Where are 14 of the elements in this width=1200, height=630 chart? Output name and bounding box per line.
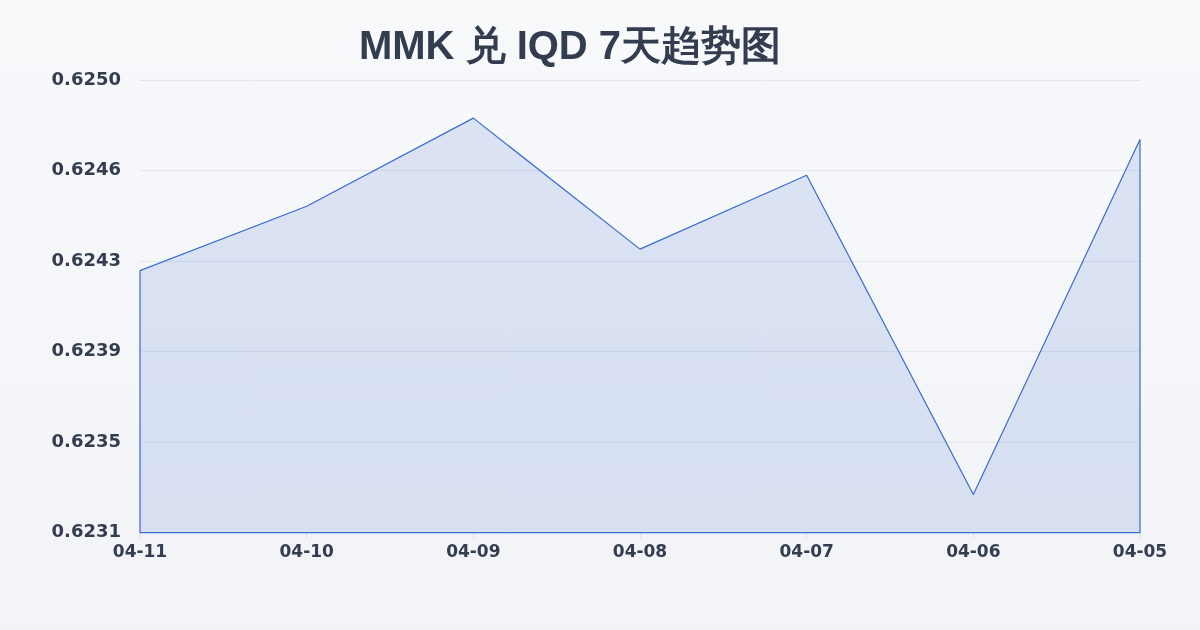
x-tick-label: 04-06 [946, 541, 1001, 562]
x-tick-label: 04-09 [446, 541, 501, 562]
y-tick-label: 0.6235 [51, 429, 121, 451]
y-tick-label: 0.6243 [51, 248, 121, 270]
x-tick-label: 04-08 [612, 541, 668, 562]
y-tick-label: 0.6231 [51, 520, 121, 542]
chart-title: MMK 兑 IQD 7天趋势图 [358, 23, 782, 68]
x-tick-label: 04-10 [279, 541, 335, 562]
x-tick-label: 04-05 [1112, 541, 1168, 562]
x-tick-label: 04-11 [112, 541, 168, 562]
y-tick-label: 0.6246 [51, 158, 121, 180]
y-tick-label: 0.6239 [51, 339, 121, 361]
x-tick-label: 04-07 [779, 541, 834, 562]
y-tick-label: 0.6250 [51, 67, 121, 89]
